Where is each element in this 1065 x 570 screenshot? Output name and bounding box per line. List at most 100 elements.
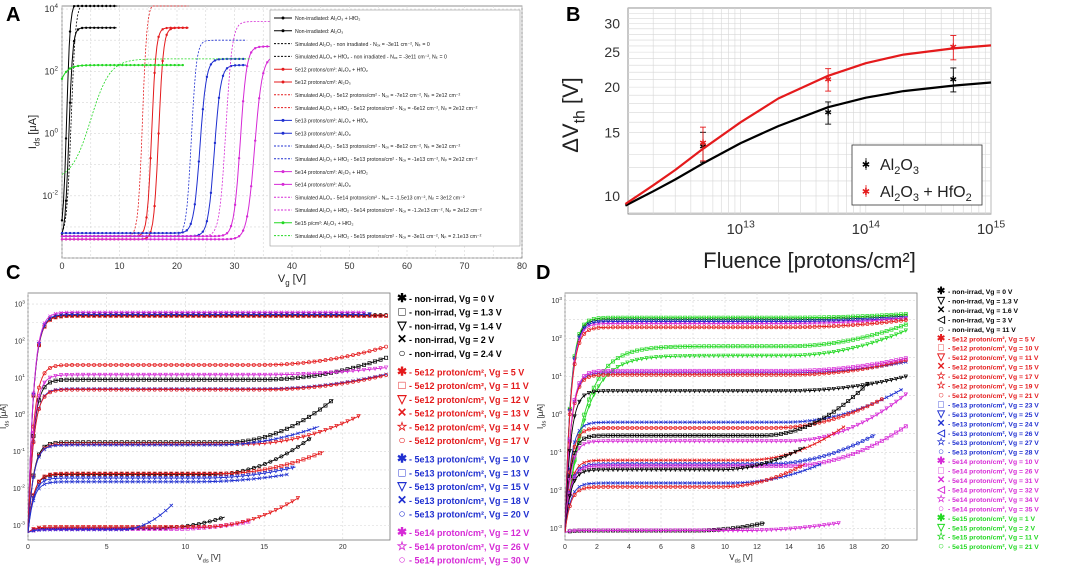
chart-d-point [730, 319, 736, 324]
chart-c-point [218, 387, 223, 392]
chart-a-point [161, 63, 164, 67]
chart-d-point [735, 425, 740, 430]
chart-c-point [224, 377, 229, 382]
chart-d-point [774, 463, 779, 468]
chart-d-point [711, 439, 716, 444]
chart-d-point [726, 321, 731, 326]
chart-c-point [251, 516, 257, 522]
chart-d-point [735, 483, 740, 488]
chart-c-point [147, 443, 152, 447]
chart-a-legend-entry: Simulated Al₂O₃ + HfO₂ - 5e12 protons/cm… [295, 106, 478, 112]
chart-d-point [572, 362, 577, 367]
chart-d-point [750, 344, 755, 349]
chart-c-point [70, 387, 75, 392]
chart-d-point [750, 528, 755, 533]
chart-d-point [625, 351, 630, 356]
chart-d-point [687, 484, 692, 489]
chart-a-ytick-base: 10 [44, 129, 54, 139]
chart-d-point [678, 344, 683, 349]
chart-c-point [53, 525, 58, 530]
chart-d-point [874, 380, 880, 386]
chart-c-point [69, 312, 75, 317]
chart-c-point [103, 310, 107, 315]
chart-d-point [812, 456, 817, 461]
chart-d-ytick-base: 10 [551, 336, 559, 343]
chart-d-point [836, 521, 841, 526]
chart-d-point [865, 418, 870, 423]
chart-c-point [207, 443, 212, 447]
chart-d-point [841, 429, 846, 434]
chart-c-point [367, 376, 372, 381]
chart-d-point [697, 319, 702, 324]
chart-d-ytick-base: 10 [551, 298, 559, 305]
chart-a-point [205, 219, 209, 223]
chart-c-point [185, 310, 190, 315]
chart-c-point [301, 310, 306, 315]
chart-d-series-line [564, 317, 908, 533]
chart-d-point [606, 319, 611, 324]
chart-c-point [75, 443, 80, 447]
chart-c-legend-symbol: ✕ [397, 493, 407, 507]
chart-d-point [831, 431, 836, 436]
chart-a-legend-entry: 5e15 p/cm²: Al₂O₃ + HfO₂ [295, 221, 353, 227]
chart-d-point [601, 426, 606, 430]
chart-c-point [59, 480, 63, 484]
chart-d-point [639, 433, 644, 438]
chart-c-point [317, 430, 323, 435]
chart-d-ylabel-main: I [536, 427, 545, 429]
chart-d-point [721, 353, 726, 359]
chart-d-point [591, 326, 596, 331]
chart-d-xtick: 0 [563, 544, 567, 551]
chart-d-point [639, 319, 644, 324]
chart-d-point [678, 372, 683, 377]
chart-d-point [735, 420, 740, 425]
chart-d-point [711, 484, 716, 489]
chart-d-point [692, 481, 697, 485]
chart-a-point [64, 70, 68, 74]
chart-d-point [687, 344, 692, 349]
chart-d-point [606, 458, 611, 463]
chart-c-point [273, 377, 278, 382]
chart-c-point [113, 372, 119, 378]
chart-d-point [884, 362, 889, 367]
chart-c-point [42, 447, 47, 452]
chart-d-point [836, 386, 841, 391]
chart-c-point [136, 525, 141, 529]
chart-d-point [745, 482, 750, 487]
chart-c-point [362, 350, 366, 355]
chart-c-point [42, 371, 47, 376]
chart-d-point [779, 315, 783, 320]
chart-b-ylabel-unit: [V] [558, 77, 583, 110]
chart-d-point [774, 420, 779, 425]
chart-a-point [185, 238, 188, 241]
chart-d-legend-symbol: ○ [938, 541, 944, 552]
chart-d-point [659, 325, 663, 330]
chart-d-point [606, 433, 611, 438]
chart-d-point [817, 436, 822, 441]
chart-d-point [745, 353, 750, 359]
chart-c-ytick-exp: 2 [22, 336, 25, 342]
chart-c-point [185, 525, 190, 530]
chart-d-point [630, 368, 635, 373]
chart-c-point [384, 344, 389, 349]
chart-d-point [668, 458, 673, 463]
chart-d-point [625, 481, 630, 485]
chart-c-legend-entry: - non-irrad, Vg = 2 V [409, 335, 494, 345]
chart-c-point [290, 437, 295, 442]
chart-c-point [202, 377, 207, 382]
chart-d-point [754, 353, 760, 359]
chart-d-point [567, 449, 572, 454]
chart-d-xtick: 16 [817, 544, 825, 551]
chart-d-point [759, 321, 764, 326]
chart-d-legend-symbol: ○ [938, 503, 944, 514]
chart-d-point [827, 315, 831, 320]
chart-d-point [567, 504, 572, 509]
chart-d-point [649, 315, 654, 320]
chart-d-point [793, 471, 798, 476]
chart-c-point [290, 499, 295, 504]
chart-d-point [831, 458, 836, 462]
chart-d-point [755, 368, 759, 373]
chart-c-point [42, 394, 47, 399]
chart-d-point [803, 458, 807, 463]
chart-c-point [130, 476, 135, 481]
